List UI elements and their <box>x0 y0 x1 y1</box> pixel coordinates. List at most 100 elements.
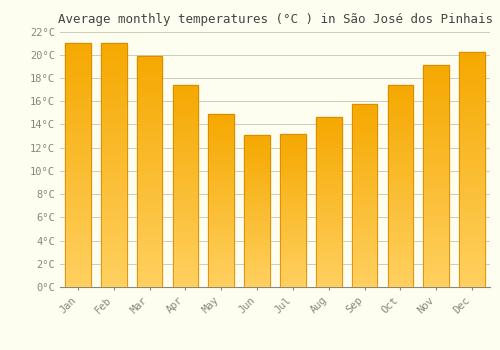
Bar <box>172 200 199 202</box>
Bar <box>244 241 270 243</box>
Bar <box>459 198 485 200</box>
Bar <box>280 209 306 210</box>
Bar <box>459 266 485 268</box>
Bar <box>172 279 199 281</box>
Bar <box>459 57 485 60</box>
Bar <box>316 250 342 251</box>
Bar <box>172 152 199 154</box>
Bar <box>208 150 234 152</box>
Bar <box>316 229 342 231</box>
Bar <box>244 159 270 161</box>
Bar <box>388 229 413 230</box>
Bar <box>101 177 126 180</box>
Bar <box>352 258 378 259</box>
Bar <box>388 218 413 220</box>
Bar <box>280 273 306 275</box>
Bar <box>280 140 306 141</box>
Bar <box>172 281 199 283</box>
Bar <box>280 224 306 226</box>
Bar <box>352 135 378 136</box>
Bar <box>136 86 162 88</box>
Bar <box>208 140 234 142</box>
Bar <box>352 157 378 159</box>
Bar <box>172 168 199 170</box>
Bar <box>101 262 126 265</box>
Bar <box>424 152 449 154</box>
Bar <box>280 230 306 232</box>
Title: Average monthly temperatures (°C ) in São José dos Pinhais: Average monthly temperatures (°C ) in Sã… <box>58 13 492 26</box>
Bar <box>459 184 485 186</box>
Bar <box>459 203 485 205</box>
Bar <box>172 226 199 229</box>
Bar <box>101 280 126 282</box>
Bar <box>101 77 126 80</box>
Bar <box>208 214 234 216</box>
Bar <box>352 252 378 254</box>
Bar <box>424 258 449 260</box>
Bar <box>244 244 270 246</box>
Bar <box>172 277 199 279</box>
Bar <box>459 212 485 214</box>
Bar <box>244 156 270 158</box>
Bar <box>424 172 449 174</box>
Bar <box>244 225 270 226</box>
Bar <box>244 217 270 218</box>
Bar <box>459 132 485 134</box>
Bar <box>208 192 234 194</box>
Bar <box>352 153 378 155</box>
Bar <box>65 82 91 85</box>
Bar <box>244 275 270 276</box>
Bar <box>136 236 162 238</box>
Bar <box>65 224 91 226</box>
Bar <box>101 70 126 72</box>
Bar <box>65 46 91 48</box>
Bar <box>172 263 199 265</box>
Bar <box>316 178 342 180</box>
Bar <box>388 259 413 261</box>
Bar <box>208 136 234 138</box>
Bar <box>424 212 449 214</box>
Bar <box>459 177 485 179</box>
Bar <box>208 168 234 169</box>
Bar <box>280 194 306 195</box>
Bar <box>65 204 91 206</box>
Bar <box>388 164 413 166</box>
Bar <box>65 48 91 50</box>
Bar <box>280 235 306 236</box>
Bar <box>101 175 126 177</box>
Bar <box>208 181 234 183</box>
Bar <box>208 138 234 140</box>
Bar <box>388 255 413 257</box>
Bar <box>65 192 91 194</box>
Bar <box>208 280 234 282</box>
Bar <box>208 131 234 133</box>
Bar <box>172 265 199 267</box>
Bar <box>424 130 449 132</box>
Bar <box>459 134 485 137</box>
Bar <box>388 277 413 279</box>
Bar <box>424 141 449 143</box>
Bar <box>316 234 342 236</box>
Bar <box>388 103 413 105</box>
Bar <box>459 153 485 156</box>
Bar <box>459 181 485 184</box>
Bar <box>65 265 91 267</box>
Bar <box>352 182 378 184</box>
Bar <box>244 208 270 209</box>
Bar <box>352 278 378 280</box>
Bar <box>101 58 126 60</box>
Bar <box>208 239 234 240</box>
Bar <box>459 137 485 139</box>
Bar <box>352 114 378 116</box>
Bar <box>101 194 126 197</box>
Bar <box>352 256 378 258</box>
Bar <box>65 214 91 216</box>
Bar <box>424 280 449 282</box>
Bar <box>352 245 378 247</box>
Bar <box>244 234 270 235</box>
Bar <box>208 276 234 278</box>
Bar <box>136 93 162 95</box>
Bar <box>424 83 449 85</box>
Bar <box>459 170 485 172</box>
Bar <box>136 252 162 255</box>
